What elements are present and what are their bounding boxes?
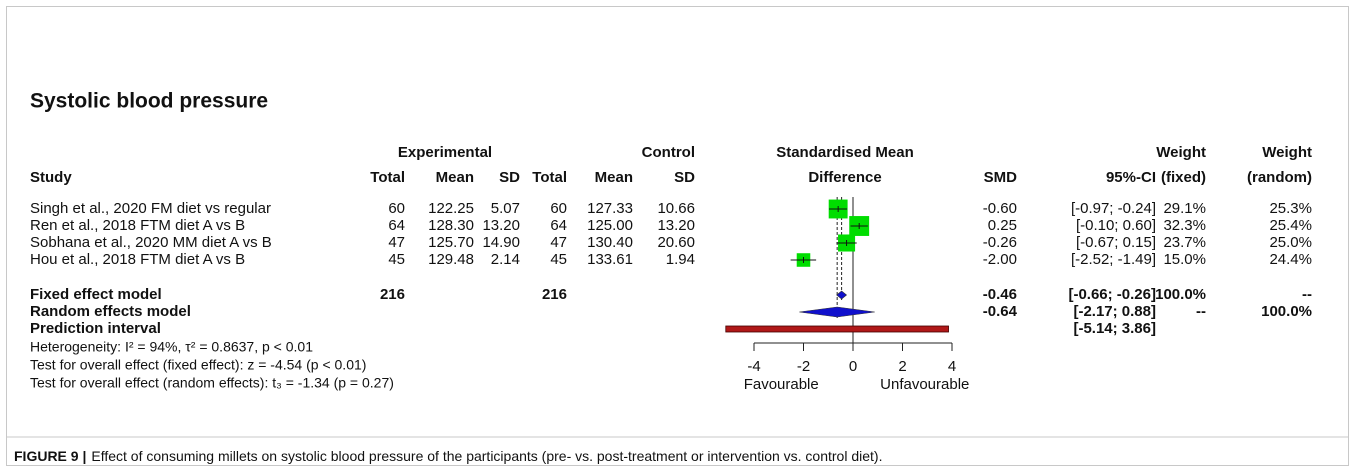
smd-label: -0.64 xyxy=(983,303,1018,320)
weight-fixed: -- xyxy=(1196,303,1206,320)
figure-frame xyxy=(6,6,1349,466)
summary-name: Random effects model xyxy=(30,303,191,320)
ci-label: [-5.14; 3.86] xyxy=(1073,320,1156,337)
header: Experimental xyxy=(398,144,492,161)
cell: 13.20 xyxy=(657,217,695,234)
summary-name: Fixed effect model xyxy=(30,286,162,303)
study-name: Singh et al., 2020 FM diet vs regular xyxy=(30,200,271,217)
ci-label: [-2.52; -1.49] xyxy=(1071,251,1156,268)
weight-random: 100.0% xyxy=(1261,303,1312,320)
smd-label: -2.00 xyxy=(983,251,1017,268)
stat-text: Test for overall effect (random effects)… xyxy=(30,375,394,391)
weight-random: 25.0% xyxy=(1269,234,1312,251)
smd-label: -0.26 xyxy=(983,234,1017,251)
header: 95%-CI xyxy=(1106,169,1156,186)
cell: 60 xyxy=(550,200,567,217)
ci-label: [-0.67; 0.15] xyxy=(1076,234,1156,251)
study-name: Ren et al., 2018 FTM diet A vs B xyxy=(30,217,245,234)
x-tick-label: -2 xyxy=(797,358,810,375)
x-tick-label: 2 xyxy=(898,358,906,375)
study-name: Hou et al., 2018 FTM diet A vs B xyxy=(30,251,245,268)
chart-title: Systolic blood pressure xyxy=(30,90,268,113)
cell: 216 xyxy=(380,286,405,303)
header: Study xyxy=(30,169,72,186)
cell: 13.20 xyxy=(482,217,520,234)
x-tick-label: -4 xyxy=(747,358,760,375)
weight-random: 24.4% xyxy=(1269,251,1312,268)
weight-random: -- xyxy=(1302,286,1312,303)
axis-label: Favourable xyxy=(744,376,819,393)
header: (fixed) xyxy=(1161,169,1206,186)
smd-label: -0.60 xyxy=(983,200,1017,217)
ci-label: [-0.10; 0.60] xyxy=(1076,217,1156,234)
summary-diamond xyxy=(799,306,875,318)
cell: 64 xyxy=(550,217,567,234)
smd-label: 0.25 xyxy=(988,217,1017,234)
cell: 45 xyxy=(550,251,567,268)
cell: 47 xyxy=(550,234,567,251)
cell: 10.66 xyxy=(657,200,695,217)
summary-diamond xyxy=(836,290,848,300)
cell: 125.00 xyxy=(587,217,633,234)
weight-fixed: 23.7% xyxy=(1163,234,1206,251)
header: (random) xyxy=(1247,169,1312,186)
header: SD xyxy=(674,169,695,186)
header: SD xyxy=(499,169,520,186)
header: Weight xyxy=(1156,144,1206,161)
cell: 122.25 xyxy=(428,200,474,217)
cell: 14.90 xyxy=(482,234,520,251)
cell: 127.33 xyxy=(587,200,633,217)
header: Standardised Mean xyxy=(776,144,914,161)
cell: 47 xyxy=(388,234,405,251)
stat-text: Heterogeneity: I² = 94%, τ² = 0.8637, p … xyxy=(30,339,313,355)
cell: 64 xyxy=(388,217,405,234)
cell: 45 xyxy=(388,251,405,268)
x-tick-label: 0 xyxy=(849,358,857,375)
weight-fixed: 100.0% xyxy=(1155,286,1206,303)
weight-random: 25.3% xyxy=(1269,200,1312,217)
cell: 129.48 xyxy=(428,251,474,268)
study-name: Sobhana et al., 2020 MM diet A vs B xyxy=(30,234,272,251)
x-tick-label: 4 xyxy=(948,358,956,375)
caption: FIGURE 9 | Effect of consuming millets on… xyxy=(14,448,882,464)
header: Total xyxy=(370,169,405,186)
weight-fixed: 15.0% xyxy=(1163,251,1206,268)
caption-label: FIGURE 9 | xyxy=(14,448,86,464)
ci-label: [-0.66; -0.26] xyxy=(1068,286,1156,303)
cell: 128.30 xyxy=(428,217,474,234)
ci-label: [-0.97; -0.24] xyxy=(1071,200,1156,217)
ci-label: [-2.17; 0.88] xyxy=(1073,303,1156,320)
weight-random: 25.4% xyxy=(1269,217,1312,234)
cell: 60 xyxy=(388,200,405,217)
cell: 133.61 xyxy=(587,251,633,268)
header: Difference xyxy=(808,169,881,186)
header: SMD xyxy=(984,169,1018,186)
header: Control xyxy=(642,144,695,161)
weight-fixed: 29.1% xyxy=(1163,200,1206,217)
cell: 2.14 xyxy=(491,251,520,268)
header: Mean xyxy=(595,169,633,186)
prediction-bar xyxy=(725,325,949,333)
summary-name: Prediction interval xyxy=(30,320,161,337)
cell: 125.70 xyxy=(428,234,474,251)
cell: 216 xyxy=(542,286,567,303)
axis-label: Unfavourable xyxy=(880,376,969,393)
smd-label: -0.46 xyxy=(983,286,1017,303)
cell: 130.40 xyxy=(587,234,633,251)
header: Total xyxy=(532,169,567,186)
cell: 20.60 xyxy=(657,234,695,251)
cell: 5.07 xyxy=(491,200,520,217)
header: Mean xyxy=(436,169,474,186)
caption-text: Effect of consuming millets on systolic … xyxy=(91,448,882,464)
cell: 1.94 xyxy=(666,251,695,268)
weight-fixed: 32.3% xyxy=(1163,217,1206,234)
header: Weight xyxy=(1262,144,1312,161)
stat-text: Test for overall effect (fixed effect): … xyxy=(30,357,366,373)
